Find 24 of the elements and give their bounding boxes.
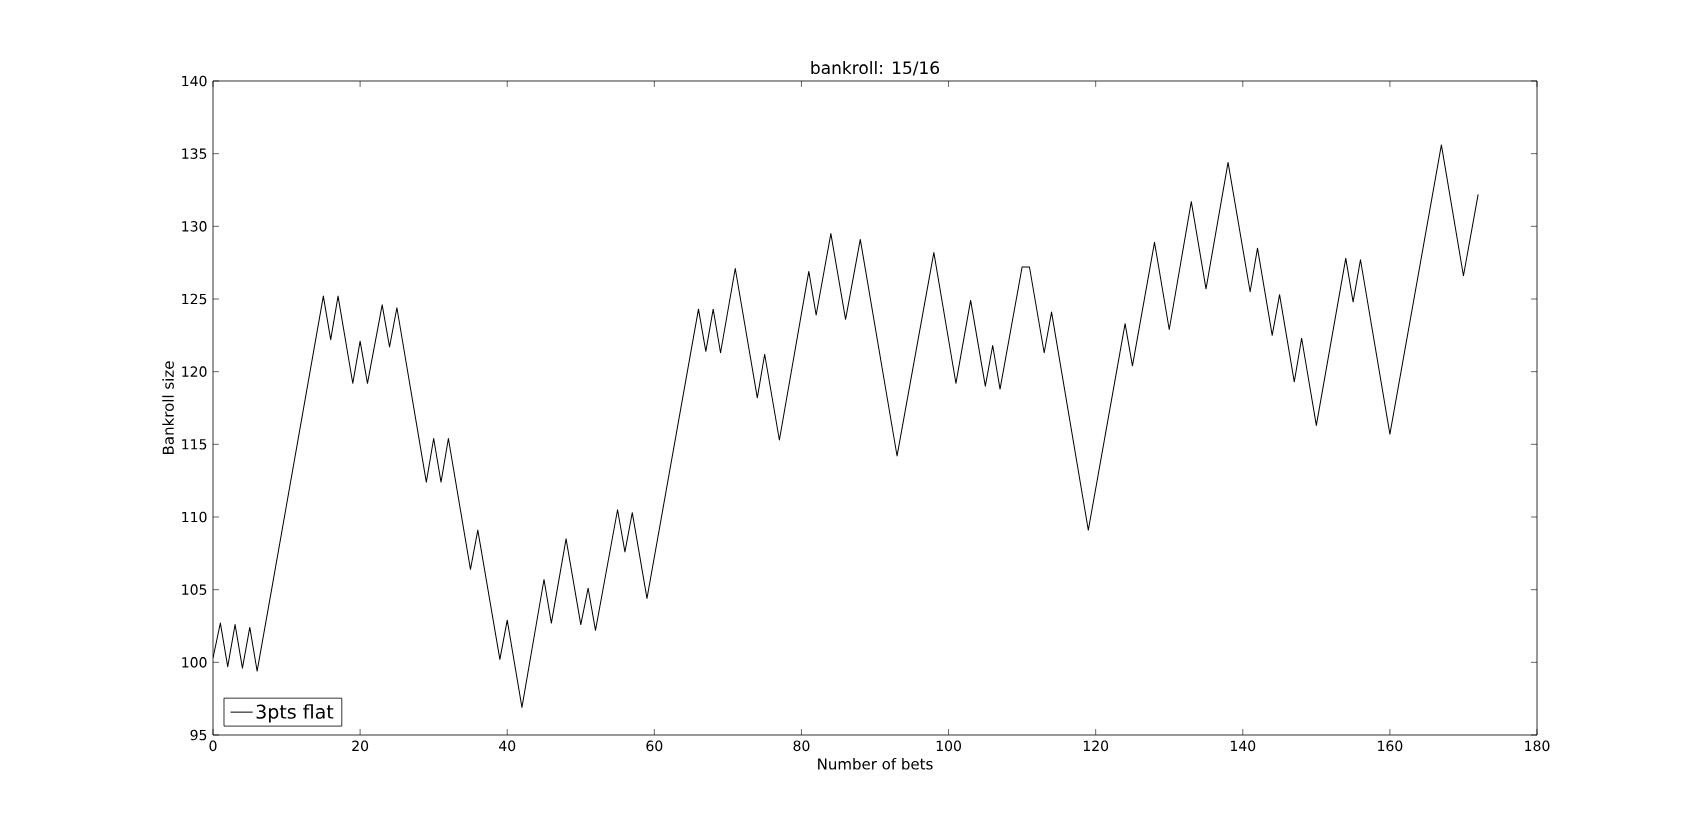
y-tick-label: 115 [182,439,207,450]
x-axis-title: Number of bets [818,758,933,770]
legend-label: 3pts flat [256,704,334,723]
y-tick-label: 130 [182,221,207,232]
y-tick-label: 100 [182,657,207,668]
x-tick-label: 120 [1083,740,1109,752]
x-tick-label: 160 [1378,740,1403,752]
y-tick-label: 95 [190,729,207,741]
x-tick-label: 140 [1230,740,1256,752]
x-tick-label: 100 [936,740,961,752]
x-tick-label: 40 [499,740,516,752]
y-tick-label: 140 [182,75,207,87]
y-tick-label: 105 [182,584,207,595]
y-tick-label: 125 [182,293,207,305]
x-tick-label: 60 [646,740,663,752]
x-tick-label: 0 [209,740,217,752]
x-tick-label: 80 [793,740,810,752]
x-tick-label: 20 [352,740,369,752]
y-tick-label: 120 [182,366,207,377]
y-axis-title: Bankroll size [162,361,174,454]
y-tick-label: 135 [182,148,207,159]
chart-title: bankroll: 15/16 [811,60,940,76]
x-tick-label: 180 [1525,740,1550,752]
y-tick-label: 110 [182,511,207,523]
